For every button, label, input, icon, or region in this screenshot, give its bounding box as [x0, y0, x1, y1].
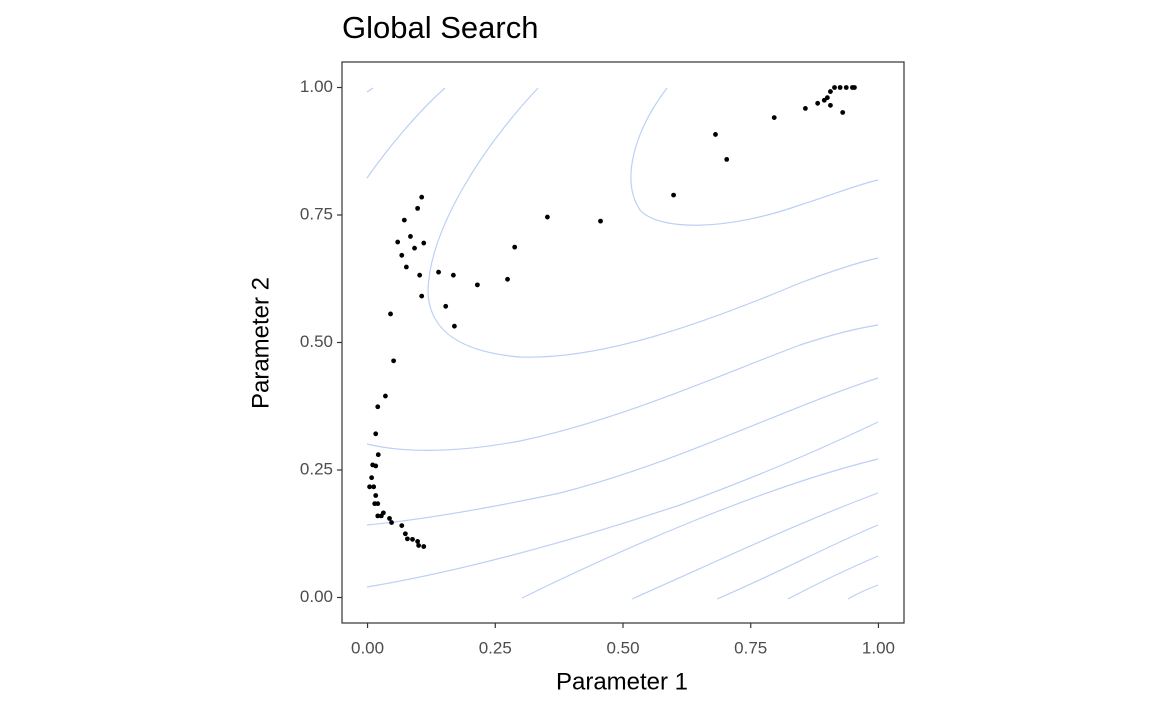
point — [802, 106, 808, 111]
point — [843, 85, 849, 90]
point — [408, 234, 413, 239]
point — [598, 218, 603, 224]
point — [450, 272, 456, 278]
point — [512, 244, 518, 250]
point — [387, 516, 392, 521]
point — [375, 452, 381, 458]
point — [412, 245, 417, 251]
x-tick-label: 0.50 — [606, 638, 639, 657]
point — [443, 303, 449, 309]
point — [474, 282, 480, 288]
point — [399, 252, 405, 258]
contour-line — [631, 492, 879, 600]
y-tick-label: 1.00 — [300, 77, 333, 96]
point — [373, 493, 379, 498]
point — [713, 132, 718, 137]
point — [832, 85, 837, 90]
x-tick-label: 0.25 — [479, 638, 512, 657]
contour-line — [427, 87, 879, 358]
x-tick-label: 0.00 — [351, 638, 384, 657]
point — [544, 214, 550, 220]
point — [389, 520, 394, 525]
point — [828, 102, 833, 108]
point — [771, 115, 777, 120]
point — [452, 323, 457, 329]
chart-title: Global Search — [342, 10, 538, 45]
point — [388, 311, 393, 317]
point — [419, 194, 425, 200]
point — [436, 269, 441, 275]
contour-line — [521, 458, 879, 599]
point — [421, 544, 427, 549]
contours — [366, 87, 879, 600]
point — [391, 358, 397, 364]
point — [383, 393, 388, 399]
contour-line — [366, 87, 374, 93]
y-tick-label: 0.50 — [300, 332, 333, 351]
contour-line — [366, 377, 879, 526]
point — [380, 510, 386, 516]
y-axis-label: Parameter 2 — [247, 277, 274, 409]
point — [415, 539, 421, 544]
point — [419, 293, 425, 299]
y-tick-label: 0.75 — [300, 204, 333, 223]
point — [410, 536, 415, 542]
point — [815, 100, 821, 106]
point — [375, 404, 381, 410]
contour-line — [847, 584, 879, 600]
point — [824, 95, 830, 101]
contour-line — [716, 524, 879, 600]
x-tick-label: 0.75 — [734, 638, 767, 657]
contour-line — [630, 87, 879, 226]
point — [369, 475, 375, 481]
point — [828, 89, 833, 94]
point — [402, 531, 408, 537]
point — [840, 110, 846, 115]
y-tick-label: 0.25 — [300, 459, 333, 478]
point — [852, 85, 857, 90]
point — [367, 484, 372, 490]
point — [416, 543, 422, 548]
contour-line — [787, 555, 879, 600]
point — [724, 157, 730, 162]
point — [421, 240, 427, 246]
point — [401, 217, 407, 223]
point — [415, 205, 421, 211]
point — [671, 192, 676, 198]
point — [403, 264, 409, 270]
point — [404, 536, 410, 542]
point — [505, 276, 510, 282]
x-tick-label: 1.00 — [862, 638, 895, 657]
point — [375, 513, 381, 519]
contour-line — [366, 324, 879, 451]
point — [373, 463, 379, 469]
point — [371, 484, 377, 490]
point — [837, 85, 843, 90]
point — [399, 523, 405, 528]
point — [375, 501, 381, 507]
point — [395, 239, 401, 245]
contour-line — [366, 421, 879, 588]
point — [373, 431, 379, 437]
point — [417, 272, 423, 278]
contour-line — [366, 87, 446, 179]
y-tick-label: 0.00 — [300, 587, 333, 606]
plot-panel — [341, 61, 905, 624]
x-axis-label: Parameter 1 — [556, 668, 688, 695]
